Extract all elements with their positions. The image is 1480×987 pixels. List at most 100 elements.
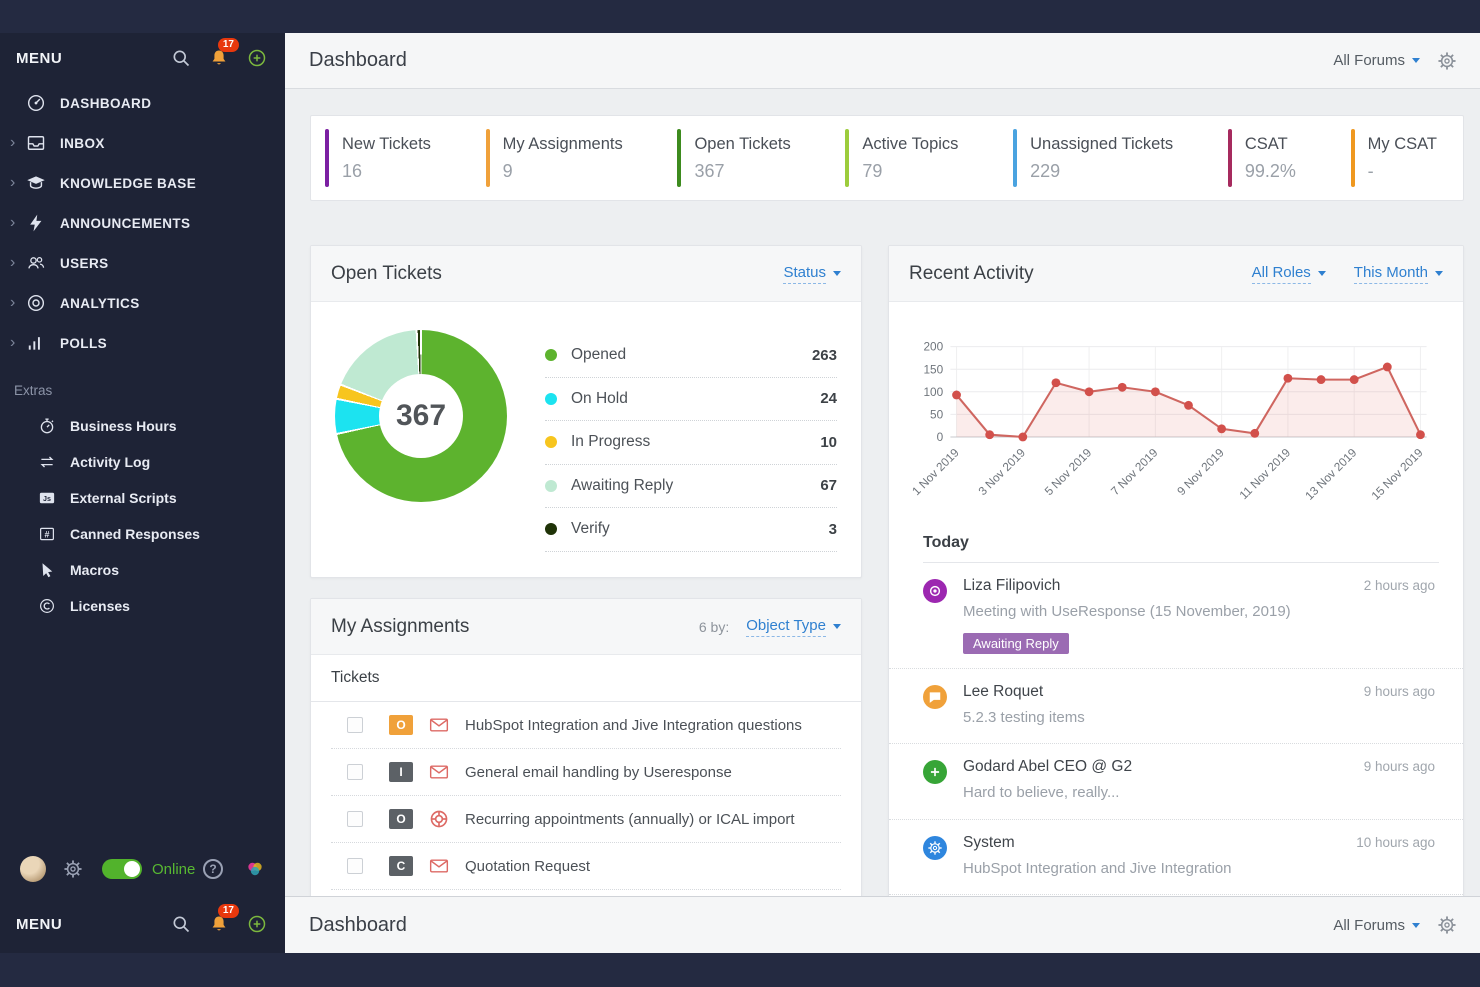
extras-item-icon bbox=[38, 489, 56, 507]
extras-item[interactable]: Activity Log bbox=[0, 444, 285, 480]
open-tickets-donut-chart: 367 bbox=[335, 330, 507, 502]
feed-author[interactable]: System bbox=[963, 833, 1015, 851]
legend-row[interactable]: Opened 263 bbox=[545, 334, 837, 378]
sidebar-item[interactable]: › USERS bbox=[0, 243, 285, 283]
stat-value: 9 bbox=[502, 160, 513, 181]
sidebar-item-icon bbox=[26, 93, 46, 113]
page-title: Dashboard bbox=[309, 49, 407, 71]
search-icon[interactable] bbox=[171, 914, 191, 934]
legend-dot bbox=[545, 436, 557, 449]
ticket-title[interactable]: General email handling by Useresponse bbox=[465, 763, 732, 781]
feed-type-icon bbox=[923, 684, 947, 709]
feed-status-badge: Awaiting Reply bbox=[963, 632, 1069, 654]
svg-text:3 Nov 2019: 3 Nov 2019 bbox=[975, 446, 1028, 499]
stat-label: Unassigned Tickets bbox=[1030, 134, 1174, 153]
legend-value: 24 bbox=[820, 390, 837, 408]
stat-color-bar bbox=[325, 129, 329, 187]
stat-item[interactable]: New Tickets 16 bbox=[325, 129, 431, 187]
stat-item[interactable]: My CSAT - bbox=[1350, 129, 1437, 187]
legend-row[interactable]: Verify 3 bbox=[545, 508, 837, 552]
ticket-title[interactable]: Recurring appointments (annually) or ICA… bbox=[465, 810, 795, 828]
online-toggle[interactable] bbox=[102, 859, 142, 879]
feed-text: Hard to believe, really... bbox=[963, 784, 1120, 802]
feed-timestamp: 2 hours ago bbox=[1363, 578, 1435, 594]
legend-value: 3 bbox=[828, 520, 837, 538]
assignment-row[interactable]: C Quotation Request bbox=[331, 843, 841, 890]
caret-down-icon bbox=[833, 624, 841, 629]
extras-item-icon bbox=[38, 561, 56, 579]
stat-item[interactable]: Open Tickets 367 bbox=[677, 129, 791, 187]
search-icon[interactable] bbox=[171, 48, 191, 68]
sidebar-item[interactable]: › ANALYTICS bbox=[0, 283, 285, 323]
row-checkbox[interactable] bbox=[347, 811, 363, 827]
legend-value: 263 bbox=[811, 346, 837, 364]
assignment-row[interactable]: I General email handling by Useresponse bbox=[331, 749, 841, 796]
page-settings-gear-icon[interactable] bbox=[1438, 916, 1456, 934]
extras-nav: Business Hours Activity Log External Scr… bbox=[0, 408, 285, 624]
legend-dot bbox=[545, 392, 557, 405]
forums-filter-label: All Forums bbox=[1333, 52, 1405, 69]
sidebar-item[interactable]: › DASHBOARD bbox=[0, 83, 285, 123]
caret-down-icon bbox=[833, 271, 841, 276]
period-filter[interactable]: This Month bbox=[1353, 264, 1443, 284]
user-avatar[interactable] bbox=[20, 856, 46, 882]
row-checkbox[interactable] bbox=[347, 764, 363, 780]
feed-author[interactable]: Godard Abel CEO @ G2 bbox=[963, 758, 1133, 776]
row-checkbox[interactable] bbox=[347, 858, 363, 874]
page-header: Dashboard All Forums bbox=[285, 33, 1480, 89]
palette-icon[interactable] bbox=[245, 859, 265, 879]
stat-label: New Tickets bbox=[342, 134, 431, 153]
extras-item[interactable]: Macros bbox=[0, 552, 285, 588]
sidebar-item[interactable]: › POLLS bbox=[0, 323, 285, 363]
page-settings-gear-icon[interactable] bbox=[1438, 52, 1456, 70]
svg-text:13 Nov 2019: 13 Nov 2019 bbox=[1302, 446, 1359, 503]
legend-row[interactable]: On Hold 24 bbox=[545, 378, 837, 421]
object-type-filter[interactable]: Object Type bbox=[746, 617, 826, 637]
assignment-row[interactable]: O Recurring appointments (annually) or I… bbox=[331, 796, 841, 843]
main-content: Dashboard All Forums New Tickets 16 bbox=[285, 33, 1480, 953]
stat-value: 229 bbox=[1030, 160, 1061, 181]
roles-filter[interactable]: All Roles bbox=[1251, 264, 1326, 284]
legend-row[interactable]: In Progress 10 bbox=[545, 421, 837, 465]
notifications-bell[interactable]: 17 bbox=[209, 38, 239, 68]
ticket-title[interactable]: HubSpot Integration and Jive Integration… bbox=[465, 716, 802, 734]
sidebar-item-label: ANALYTICS bbox=[60, 295, 140, 311]
extras-item[interactable]: External Scripts bbox=[0, 480, 285, 516]
sidebar-item[interactable]: › INBOX bbox=[0, 123, 285, 163]
legend-label: Awaiting Reply bbox=[571, 476, 674, 494]
feed-author[interactable]: Liza Filipovich bbox=[963, 577, 1061, 595]
legend-row[interactable]: Awaiting Reply 67 bbox=[545, 465, 837, 508]
stat-item[interactable]: Unassigned Tickets 229 bbox=[1013, 129, 1173, 187]
forums-filter[interactable]: All Forums bbox=[1333, 917, 1420, 934]
svg-text:15 Nov 2019: 15 Nov 2019 bbox=[1368, 446, 1425, 503]
status-filter[interactable]: Status bbox=[783, 264, 841, 284]
extras-item[interactable]: Canned Responses bbox=[0, 516, 285, 552]
channel-icon bbox=[429, 762, 449, 782]
sidebar-item[interactable]: › KNOWLEDGE BASE bbox=[0, 163, 285, 203]
stat-item[interactable]: CSAT 99.2% bbox=[1227, 129, 1296, 187]
forums-filter[interactable]: All Forums bbox=[1333, 52, 1420, 69]
feed-author[interactable]: Lee Roquet bbox=[963, 682, 1044, 700]
assignment-row[interactable]: O HubSpot Integration and Jive Integrati… bbox=[331, 702, 841, 749]
stat-value: 16 bbox=[342, 160, 363, 181]
notifications-bell[interactable]: 17 bbox=[209, 904, 239, 934]
help-icon[interactable]: ? bbox=[203, 859, 223, 879]
legend-label: On Hold bbox=[571, 389, 628, 407]
sidebar-footer: Online ? bbox=[0, 849, 285, 889]
stat-label: My Assignments bbox=[502, 134, 623, 153]
stat-item[interactable]: My Assignments 9 bbox=[485, 129, 623, 187]
settings-gear-icon[interactable] bbox=[64, 860, 82, 878]
type-badge: O bbox=[389, 809, 413, 829]
add-icon[interactable] bbox=[247, 914, 267, 934]
ticket-title[interactable]: Quotation Request bbox=[465, 857, 591, 875]
stat-item[interactable]: Active Topics 79 bbox=[845, 129, 958, 187]
add-icon[interactable] bbox=[247, 48, 267, 68]
sidebar-item[interactable]: › ANNOUNCEMENTS bbox=[0, 203, 285, 243]
extras-item[interactable]: Licenses bbox=[0, 588, 285, 624]
stats-row: New Tickets 16 My Assignments 9 Open bbox=[310, 115, 1464, 201]
sidebar-item-label: INBOX bbox=[60, 135, 105, 151]
extras-item[interactable]: Business Hours bbox=[0, 408, 285, 444]
row-checkbox[interactable] bbox=[347, 717, 363, 733]
forums-filter-label: All Forums bbox=[1333, 916, 1405, 934]
caret-down-icon bbox=[1317, 271, 1326, 276]
